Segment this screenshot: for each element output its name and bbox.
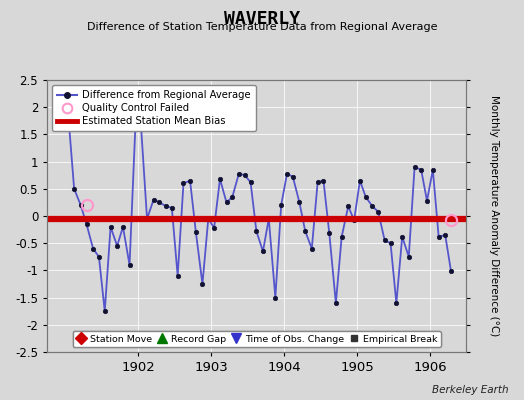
Y-axis label: Monthly Temperature Anomaly Difference (°C): Monthly Temperature Anomaly Difference (… [489, 95, 499, 337]
Text: WAVERLY: WAVERLY [224, 10, 300, 28]
Text: Berkeley Earth: Berkeley Earth [432, 385, 508, 395]
Text: Difference of Station Temperature Data from Regional Average: Difference of Station Temperature Data f… [87, 22, 437, 32]
Legend: Station Move, Record Gap, Time of Obs. Change, Empirical Break: Station Move, Record Gap, Time of Obs. C… [73, 331, 441, 347]
